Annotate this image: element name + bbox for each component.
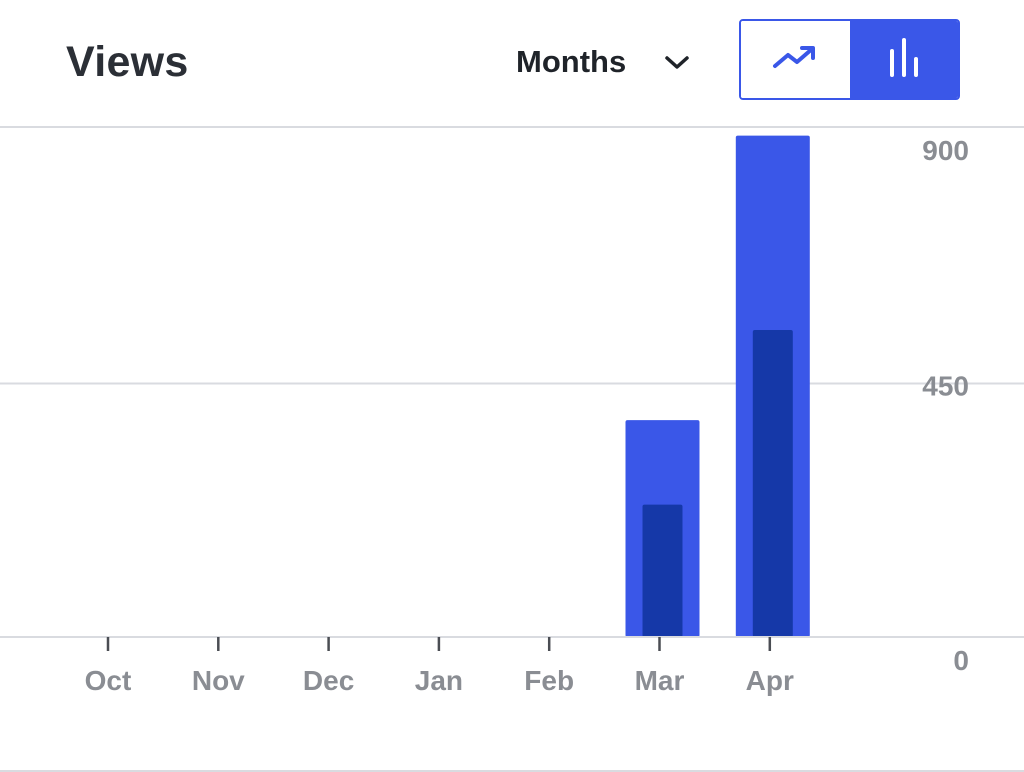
x-tick-label: Jan [415, 665, 463, 696]
y-tick-label: 0 [953, 645, 969, 676]
x-tick-label: Nov [192, 665, 245, 696]
bar-subset [642, 504, 683, 637]
y-tick-label: 450 [922, 371, 969, 402]
card-header: Views Months [0, 0, 1024, 128]
bar-chart-toggle-button[interactable] [849, 21, 958, 98]
line-chart-icon [772, 44, 818, 75]
line-chart-toggle-button[interactable] [741, 21, 850, 98]
x-tick-label: Apr [746, 665, 794, 696]
chevron-down-icon [664, 52, 690, 72]
chart-type-toggle [739, 19, 960, 100]
bar-chart-icon [886, 37, 922, 82]
x-tick-label: Oct [85, 665, 132, 696]
period-dropdown-label: Months [516, 44, 627, 79]
x-tick-label: Feb [524, 665, 574, 696]
bar-subset [752, 329, 793, 637]
period-dropdown[interactable]: Months [516, 44, 690, 80]
x-tick-label: Dec [303, 665, 354, 696]
x-tick-label: Mar [635, 665, 685, 696]
y-tick-label: 900 [922, 135, 969, 166]
card-title: Views [66, 38, 189, 86]
